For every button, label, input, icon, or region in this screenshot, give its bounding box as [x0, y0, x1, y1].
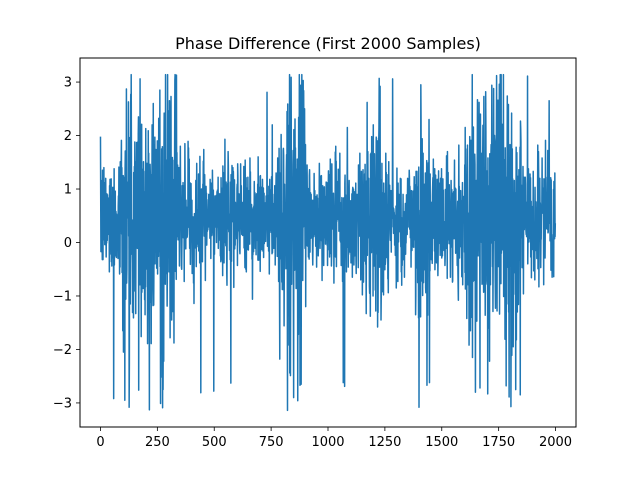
- plot-data-group: [99, 73, 557, 412]
- y-tick-label: 0: [64, 236, 72, 251]
- phase-difference-line: [99, 73, 557, 412]
- x-axis-ticks: 0 250 500 750 1000 1250 1500 1750 2000: [96, 427, 572, 450]
- y-tick-label: 2: [64, 129, 72, 144]
- x-tick-label: 1000: [311, 435, 344, 450]
- x-tick-label: 250: [145, 435, 170, 450]
- y-axis-ticks: −3 −2 −1 0 1 2 3: [53, 76, 80, 411]
- y-tick-label: 3: [64, 76, 72, 91]
- y-tick-label: 1: [64, 183, 72, 198]
- x-tick-label: 750: [259, 435, 284, 450]
- chart-title: Phase Difference (First 2000 Samples): [175, 34, 481, 53]
- x-tick-label: 500: [202, 435, 227, 450]
- x-tick-label: 2000: [539, 435, 572, 450]
- x-tick-label: 1250: [368, 435, 401, 450]
- x-tick-label: 0: [96, 435, 104, 450]
- plot-frame: [79, 57, 577, 428]
- y-tick-label: −3: [53, 396, 72, 411]
- x-tick-label: 1750: [482, 435, 515, 450]
- x-tick-label: 1500: [425, 435, 458, 450]
- y-tick-label: −2: [53, 343, 72, 358]
- y-tick-label: −1: [53, 289, 72, 304]
